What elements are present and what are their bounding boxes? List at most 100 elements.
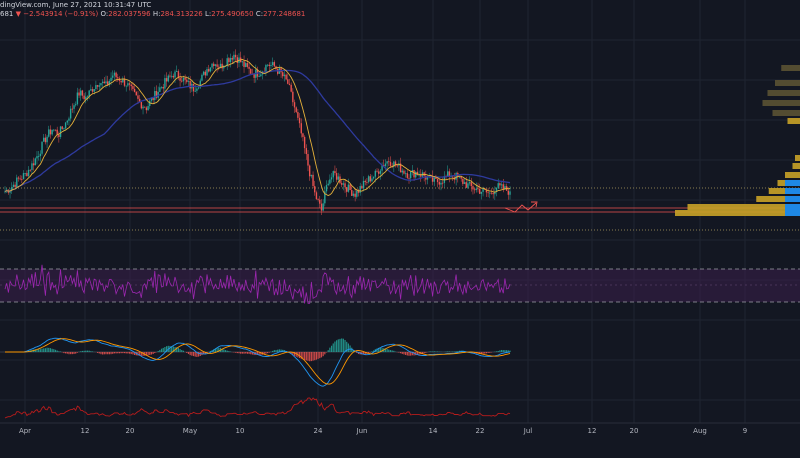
volume-profile-blue-13	[785, 210, 800, 216]
candle-body-121	[207, 69, 210, 72]
candle-body-135	[231, 57, 233, 60]
macd-hist-bar-295	[500, 349, 503, 352]
candle-body-130	[223, 66, 225, 69]
macd-hist-bar-67	[117, 352, 119, 354]
macd-hist-bar-57	[100, 352, 102, 355]
macd-hist-bar-231	[393, 350, 395, 352]
macd-hist-bar-239	[406, 352, 408, 356]
candle-body-49	[86, 96, 89, 98]
x-tick-label-11: 20	[630, 427, 639, 435]
macd-hist-bar-71	[123, 352, 126, 354]
macd-hist-bar-93	[160, 348, 163, 352]
candle-body-218	[371, 178, 373, 182]
macd-hist-bar-198	[337, 339, 339, 352]
macd-hist-bar-171	[292, 352, 294, 355]
candle-body-34	[61, 126, 63, 129]
macd-hist-bar-297	[504, 350, 506, 352]
candle-body-36	[64, 122, 67, 129]
candle-body-292	[495, 187, 498, 192]
candle-body-174	[297, 112, 299, 118]
macd-hist-bar-226	[384, 348, 387, 352]
low-label: L:	[205, 10, 212, 18]
candle-body-171	[292, 91, 294, 103]
candle-body-291	[494, 191, 496, 195]
volume-profile-bar-8	[785, 172, 800, 178]
candle-body-198	[337, 176, 339, 180]
x-tick-label-13: 9	[743, 427, 747, 435]
macd-hist-bar-248	[421, 352, 424, 354]
candle-body-6	[14, 184, 16, 188]
candle-body-239	[406, 173, 409, 178]
candle-body-224	[381, 165, 383, 171]
candle-body-215	[366, 182, 368, 183]
candle-body-43	[76, 92, 79, 105]
candle-body-96	[165, 78, 168, 82]
candle-body-251	[426, 176, 429, 180]
candle-body-281	[477, 188, 479, 190]
candle-body-300	[509, 191, 511, 195]
candle-body-126	[216, 64, 218, 67]
candle-body-79	[137, 95, 139, 99]
candle-body-183	[312, 174, 314, 187]
macd-hist-bar-283	[480, 352, 482, 355]
candle-body-35	[63, 128, 65, 130]
candle-body-178	[303, 136, 306, 149]
candle-body-127	[218, 66, 220, 68]
candle-body-14	[27, 169, 30, 177]
macd-hist-bar-154	[263, 352, 265, 355]
macd-line	[5, 337, 511, 387]
candle-body-158	[270, 65, 272, 66]
macd-hist-bar-176	[300, 352, 302, 359]
candle-body-122	[209, 67, 212, 72]
candle-body-77	[133, 88, 136, 92]
candle-body-56	[98, 85, 100, 87]
macd-hist-bar-246	[418, 352, 420, 355]
candle-body-184	[314, 186, 316, 193]
candle-body-256	[435, 176, 437, 179]
macd-hist-bar-196	[334, 341, 336, 352]
candle-body-60	[105, 81, 107, 84]
candle-body-138	[236, 57, 238, 63]
candle-body-271	[460, 176, 462, 179]
macd-hist-bar-240	[408, 352, 410, 356]
candle-body-266	[452, 176, 454, 178]
macd-hist-bar-296	[502, 350, 504, 352]
ma-fast-line	[4, 58, 511, 196]
macd-hist-bar-192	[327, 350, 329, 352]
volume-profile-bar-1	[775, 80, 800, 86]
macd-hist-bar-151	[258, 352, 260, 356]
macd-hist-bar-218	[371, 351, 373, 352]
candle-body-246	[418, 174, 420, 176]
candle-body-57	[100, 83, 102, 86]
macd-hist-bar-150	[256, 352, 259, 355]
macd-hist-bar-284	[482, 352, 484, 354]
macd-hist-bar-65	[113, 352, 116, 354]
macd-hist-bar-178	[304, 352, 306, 361]
macd-hist-bar-229	[389, 350, 392, 352]
candle-body-168	[287, 79, 289, 84]
candle-body-12	[24, 173, 26, 174]
candle-body-142	[243, 61, 245, 67]
macd-hist-bar-87	[150, 352, 153, 355]
volume-profile-bar-11	[756, 196, 800, 202]
macd-hist-bar-235	[399, 352, 402, 354]
macd-hist-bar-193	[329, 347, 331, 352]
candle-body-201	[342, 183, 345, 185]
candle-body-15	[29, 169, 31, 171]
macd-hist-bar-216	[368, 352, 370, 354]
candle-body-179	[305, 148, 308, 155]
macd-hist-bar-278	[472, 352, 474, 354]
candle-body-212	[361, 186, 363, 189]
candle-body-190	[324, 191, 326, 204]
macd-hist-bar-39	[70, 352, 72, 355]
volume-profile-bar-3	[762, 100, 800, 106]
candle-body-155	[265, 65, 267, 73]
candle-body-141	[241, 61, 244, 63]
macd-hist-bar-180	[307, 352, 309, 361]
macd-hist-bar-110	[189, 352, 191, 356]
macd-hist-bar-245	[416, 352, 419, 356]
macd-hist-bar-145	[248, 352, 250, 354]
macd-hist-bar-170	[290, 352, 292, 354]
candle-body-214	[364, 180, 366, 183]
